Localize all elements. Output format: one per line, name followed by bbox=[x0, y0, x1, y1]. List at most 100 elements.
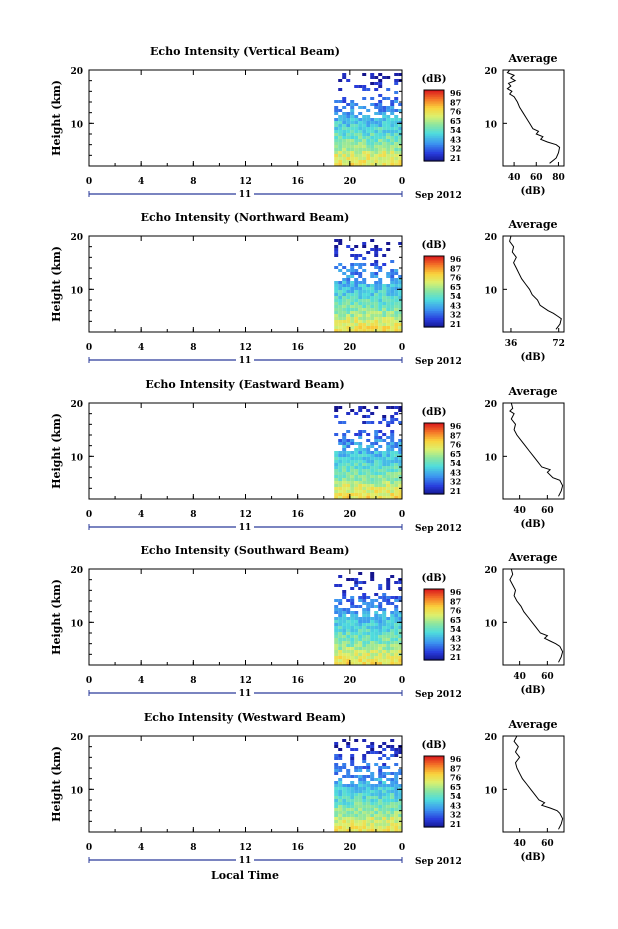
colorbar-segment bbox=[424, 116, 444, 120]
heatmap-cell bbox=[338, 820, 343, 823]
heatmap-cell bbox=[386, 163, 391, 166]
heatmap-cell bbox=[390, 778, 395, 781]
heatmap-cell bbox=[366, 145, 371, 148]
heatmap-cell bbox=[362, 653, 367, 656]
colorbar-segment bbox=[424, 146, 444, 150]
colorbar-segment bbox=[424, 606, 444, 610]
heatmap-cell bbox=[394, 272, 399, 275]
heatmap-cell bbox=[334, 130, 339, 133]
heatmap-cell bbox=[362, 814, 367, 817]
heatmap-cell bbox=[370, 799, 375, 802]
heatmap-cell bbox=[346, 463, 351, 466]
heatmap-cell bbox=[378, 109, 383, 112]
heatmap-cell bbox=[350, 748, 355, 751]
colorbar-segment bbox=[424, 114, 444, 118]
heatmap-cell bbox=[334, 817, 339, 820]
heatmap-cell bbox=[378, 808, 383, 811]
heatmap-cell bbox=[338, 148, 343, 151]
heatmap-cell bbox=[390, 644, 395, 647]
heatmap-cell bbox=[374, 311, 379, 314]
average-y-tick-label: 10 bbox=[484, 286, 497, 296]
heatmap-cell bbox=[342, 802, 347, 805]
heatmap-cell bbox=[370, 412, 375, 415]
heatmap-cell bbox=[390, 457, 395, 460]
heatmap-cell bbox=[366, 751, 371, 754]
heatmap-cell bbox=[390, 436, 395, 439]
colorbar-segment bbox=[424, 476, 444, 479]
heatmap-cell bbox=[390, 160, 395, 163]
colorbar-segment bbox=[424, 266, 444, 270]
heatmap-cell bbox=[358, 85, 363, 88]
heatmap-cell bbox=[334, 641, 339, 644]
heatmap-cell bbox=[338, 659, 343, 662]
heatmap-cell bbox=[334, 475, 339, 478]
heatmap-cell bbox=[382, 784, 387, 787]
average-y-tick-label: 20 bbox=[484, 400, 497, 410]
heatmap-cell bbox=[366, 323, 371, 326]
heatmap-cell bbox=[382, 320, 387, 323]
heatmap-cell bbox=[366, 596, 371, 599]
heatmap-cell bbox=[378, 284, 383, 287]
heatmap-cell bbox=[398, 136, 403, 139]
heatmap-cell bbox=[346, 662, 351, 665]
heatmap-cell bbox=[382, 160, 387, 163]
heatmap-cell bbox=[390, 823, 395, 826]
heatmap-cell bbox=[362, 760, 367, 763]
colorbar-segment bbox=[424, 130, 444, 134]
heatmap-cell bbox=[358, 127, 363, 130]
heatmap-cell bbox=[386, 790, 391, 793]
heatmap-cell bbox=[350, 611, 355, 614]
heatmap-cell bbox=[334, 584, 339, 587]
colorbar-segment bbox=[424, 485, 444, 488]
heatmap-cell bbox=[346, 617, 351, 620]
heatmap-cell bbox=[350, 623, 355, 626]
heatmap-cell bbox=[398, 109, 403, 112]
heatmap-cell bbox=[390, 157, 395, 160]
heatmap-cell bbox=[394, 163, 399, 166]
heatmap-cell bbox=[366, 659, 371, 662]
heatmap-cell bbox=[354, 457, 359, 460]
colorbar-segment bbox=[424, 136, 444, 139]
heatmap-cell bbox=[386, 320, 391, 323]
heatmap-cell bbox=[382, 305, 387, 308]
heatmap-cell bbox=[386, 599, 391, 602]
heatmap-cell bbox=[338, 632, 343, 635]
heatmap-cell bbox=[358, 463, 363, 466]
heatmap-cell bbox=[346, 308, 351, 311]
heatmap-cell bbox=[346, 629, 351, 632]
heatmap-cell bbox=[358, 157, 363, 160]
heatmap-cell bbox=[342, 656, 347, 659]
heatmap-cell bbox=[346, 817, 351, 820]
colorbar-segment bbox=[424, 793, 444, 796]
colorbar-segment bbox=[424, 107, 444, 111]
heatmap-cell bbox=[342, 775, 347, 778]
heatmap-cell bbox=[354, 329, 359, 332]
heatmap-cell bbox=[346, 611, 351, 614]
heatmap-cell bbox=[366, 88, 371, 91]
heatmap-cell bbox=[374, 251, 379, 254]
heatmap-cell bbox=[350, 302, 355, 305]
heatmap-cell bbox=[382, 317, 387, 320]
heatmap-cell bbox=[374, 605, 379, 608]
heatmap-cell bbox=[390, 269, 395, 272]
heatmap-cell bbox=[334, 662, 339, 665]
heatmap-cell bbox=[366, 284, 371, 287]
heatmap-cell bbox=[378, 805, 383, 808]
heatmap-cell bbox=[358, 775, 363, 778]
heatmap-cell bbox=[350, 799, 355, 802]
heatmap-cell bbox=[398, 623, 403, 626]
heatmap-cell bbox=[342, 121, 347, 124]
heatmap-cell bbox=[378, 421, 383, 424]
heatmap-cell bbox=[362, 496, 367, 499]
heatmap-cell bbox=[398, 629, 403, 632]
heatmap-cell bbox=[350, 148, 355, 151]
heatmap-cell bbox=[334, 254, 339, 257]
heatmap-cell bbox=[394, 490, 399, 493]
heatmap-cell bbox=[394, 823, 399, 826]
heatmap-cell bbox=[378, 496, 383, 499]
heatmap-cell bbox=[370, 103, 375, 106]
heatmap-cell bbox=[386, 578, 391, 581]
heatmap-cell bbox=[370, 290, 375, 293]
heatmap-cell bbox=[378, 487, 383, 490]
heatmap-cell bbox=[366, 454, 371, 457]
